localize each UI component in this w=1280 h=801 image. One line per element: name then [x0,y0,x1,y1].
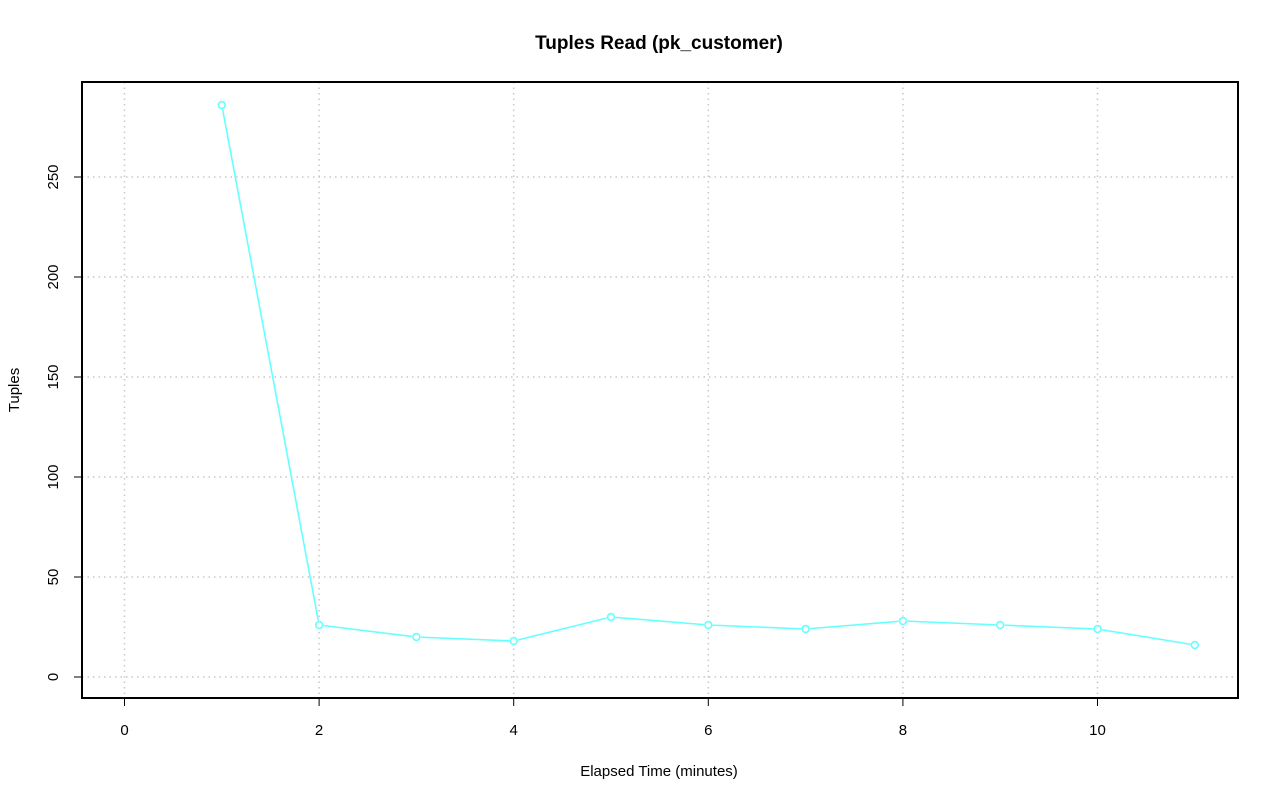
data-point [1093,624,1102,634]
grid-lines [82,82,1238,698]
x-tick-label: 4 [510,722,518,739]
series-layer [217,100,1200,650]
x-axis-label: Elapsed Time (minutes) [580,763,738,780]
data-point [217,100,227,110]
x-tick-label: 8 [899,722,907,739]
data-point [995,620,1005,630]
x-tick-label: 10 [1089,722,1106,739]
x-tick-label: 6 [704,722,712,739]
x-tick-label: 2 [315,722,323,739]
plot-frame [81,81,1239,699]
data-point [898,616,908,626]
y-tick-label: 200 [45,264,62,289]
y-tick-label: 150 [45,364,62,389]
y-tick-label: 250 [45,164,62,189]
data-point [509,636,518,646]
data-point [801,624,810,634]
data-point [606,612,616,622]
data-point [314,620,324,630]
y-tick-label: 0 [45,673,62,681]
y-tick-label: 100 [45,464,62,489]
chart-title: Tuples Read (pk_customer) [535,33,783,54]
y-axis-label: Tuples [6,368,23,412]
data-point [412,632,421,642]
y-tick-label: 50 [45,569,62,586]
x-tick-label: 0 [120,722,128,739]
data-point [704,620,713,630]
data-point [1190,640,1200,650]
